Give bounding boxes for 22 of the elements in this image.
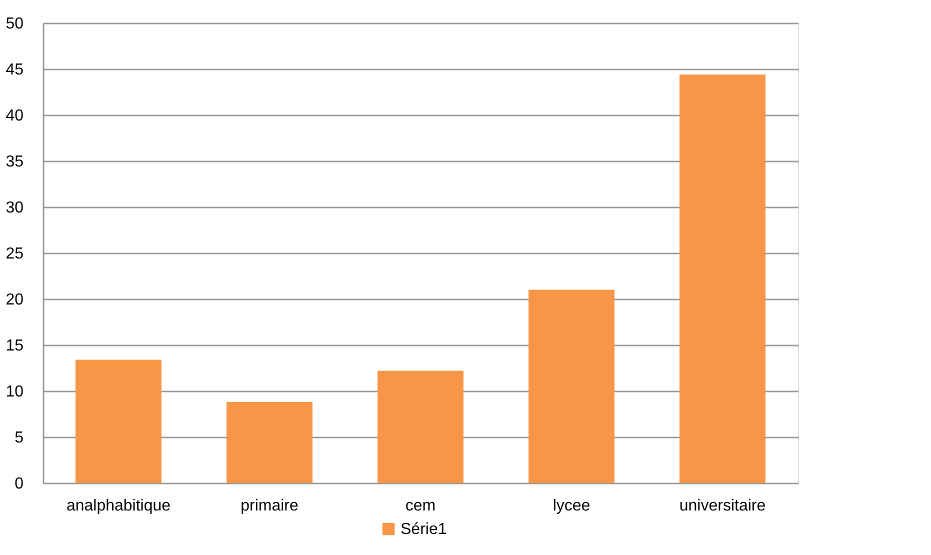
- legend-label: Série1: [400, 521, 447, 538]
- y-tick-label: 50: [6, 16, 24, 32]
- x-tick-label: cem: [405, 498, 436, 514]
- y-tick-label: 25: [6, 246, 24, 262]
- x-tick-label: lycee: [552, 498, 590, 514]
- y-tick-label: 40: [6, 108, 24, 124]
- bar: [226, 402, 312, 483]
- x-tick-label: analphabitique: [66, 498, 171, 514]
- bar: [528, 290, 614, 483]
- bar: [76, 360, 162, 483]
- bar: [378, 370, 464, 483]
- x-tick-label: universitaire: [679, 498, 766, 514]
- y-tick-label: 20: [6, 292, 24, 308]
- x-tick-label: primaire: [240, 498, 298, 514]
- y-tick-label: 0: [14, 476, 24, 492]
- y-tick-label: 35: [6, 154, 24, 170]
- bar: [680, 74, 766, 483]
- y-tick-label: 5: [14, 430, 24, 446]
- y-tick-label: 10: [6, 384, 24, 400]
- y-tick-label: 15: [6, 338, 24, 354]
- y-tick-label: 45: [6, 62, 24, 78]
- y-tick-label: 30: [6, 200, 24, 216]
